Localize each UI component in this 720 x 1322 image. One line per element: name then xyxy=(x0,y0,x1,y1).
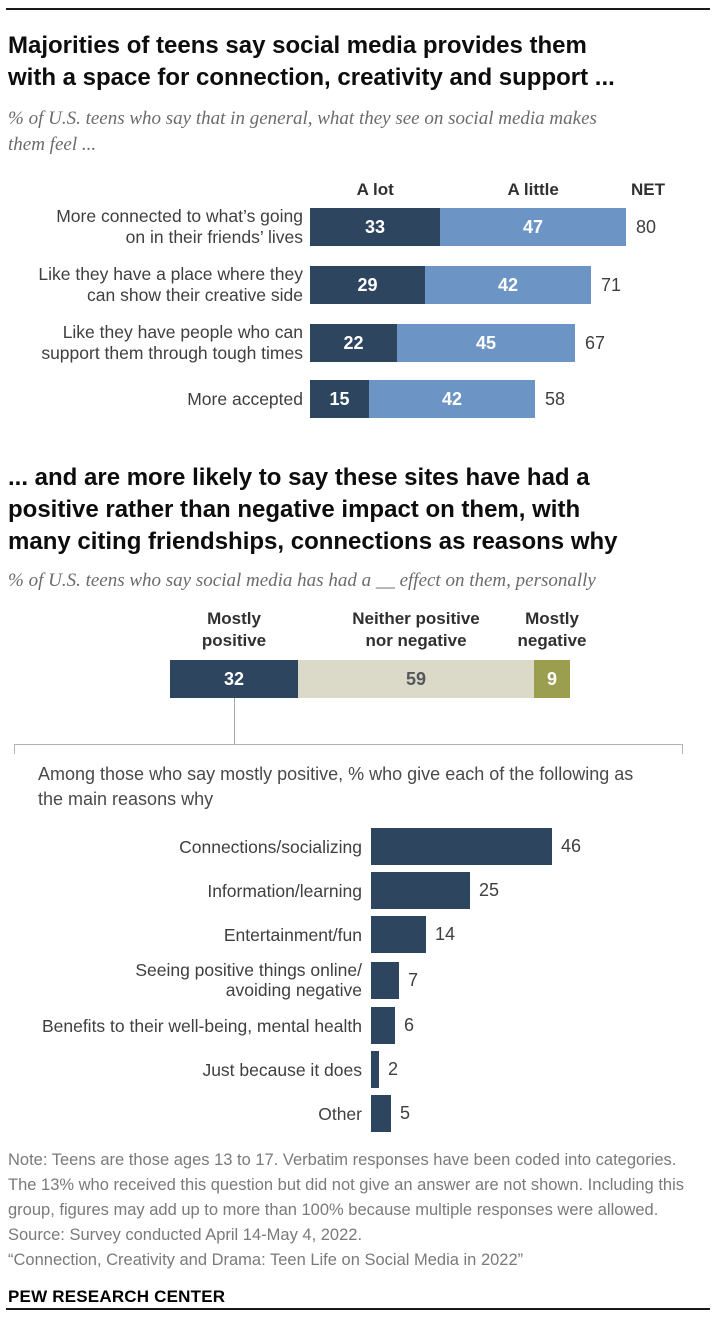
chart1-title: Majorities of teens say social media pro… xyxy=(8,32,615,91)
table-row: Benefits to their well-being, mental hea… xyxy=(0,1007,720,1044)
segment-a-lot: 22 xyxy=(310,324,397,362)
chart1-column-headers: A lot A little NET xyxy=(0,180,720,202)
segment-a-lot: 15 xyxy=(310,380,369,418)
chart2-stacked-bar: 32 59 9 xyxy=(170,660,570,698)
bracket-connector xyxy=(0,698,720,758)
row-label: Like they have people who can support th… xyxy=(41,322,303,363)
column-header-net: NET xyxy=(631,180,665,199)
table-row: Like they have people who can support th… xyxy=(0,322,720,364)
table-row: More connected to what’s going on in the… xyxy=(0,206,720,248)
chart2-subtitle: % of U.S. teens who say social media has… xyxy=(8,570,596,591)
bar xyxy=(371,1095,391,1132)
segment-header: Mostly positive xyxy=(201,609,267,650)
chart1-stacked-bars: More connected to what’s going on in the… xyxy=(0,206,720,418)
segment-a-lot: 29 xyxy=(310,266,425,304)
bar xyxy=(371,1051,379,1088)
row-label: Other xyxy=(318,1103,362,1124)
top-rule xyxy=(6,8,710,10)
bar xyxy=(371,961,399,999)
table-row: Just because it does 2 xyxy=(0,1051,720,1088)
chart3-lead-in: Among those who say mostly positive, % w… xyxy=(38,764,634,809)
row-label: Connections/socializing xyxy=(179,836,362,857)
chart1-subtitle: % of U.S. teens who say that in general,… xyxy=(8,108,597,155)
bar xyxy=(371,1007,395,1044)
row-bars: 22 45 xyxy=(310,324,575,362)
bar-value: 6 xyxy=(404,1015,415,1035)
table-row: Seeing positive things online/ avoiding … xyxy=(0,960,720,1000)
row-bars: 15 42 xyxy=(310,380,535,418)
net-value: 80 xyxy=(636,216,657,237)
row-label: Benefits to their well-being, mental hea… xyxy=(41,1015,362,1036)
net-value: 67 xyxy=(585,332,606,353)
bar-value: 25 xyxy=(479,880,500,900)
footnote: Note: Teens are those ages 13 to 17. Ver… xyxy=(8,1151,684,1269)
pew-research-center-wordmark: PEW RESEARCH CENTER xyxy=(8,1287,226,1306)
row-label: Information/learning xyxy=(207,880,362,901)
chart3-bars: Connections/socializing 46 Information/lea… xyxy=(0,828,720,1132)
table-row: Connections/socializing 46 xyxy=(0,828,720,865)
bar-value: 2 xyxy=(388,1059,399,1079)
bar xyxy=(371,916,426,953)
chart2-title: ... and are more likely to say these sit… xyxy=(8,464,618,555)
row-label: Entertainment/fun xyxy=(223,924,362,945)
table-row: More accepted 15 42 58 xyxy=(0,380,720,418)
table-row: Information/learning 25 xyxy=(0,872,720,909)
table-row: Like they have a place where they can sh… xyxy=(0,264,720,306)
table-row: Other 5 xyxy=(0,1095,720,1132)
segment-2: 9 xyxy=(534,660,570,698)
net-value: 71 xyxy=(601,274,622,295)
segment-a-lot: 33 xyxy=(310,208,440,246)
row-bars: 33 47 xyxy=(310,208,626,246)
net-value: 58 xyxy=(545,388,566,409)
segment-header: Mostly negative xyxy=(517,609,587,650)
bar xyxy=(371,828,552,865)
bar-value: 46 xyxy=(561,836,582,856)
bar-value: 7 xyxy=(408,969,419,990)
bracket-line xyxy=(14,744,683,745)
table-row: Entertainment/fun 14 xyxy=(0,916,720,953)
column-header-a-little: A little xyxy=(507,180,559,199)
segment-0: 32 xyxy=(170,660,298,698)
row-label: Seeing positive things online/ avoiding … xyxy=(135,960,362,1000)
bracket-left-tick xyxy=(14,744,15,754)
row-label: More accepted xyxy=(187,388,303,409)
bar xyxy=(371,872,470,909)
column-header-a-lot: A lot xyxy=(356,180,394,199)
segment-1: 59 xyxy=(298,660,534,698)
segment-header: Neither positive nor negative xyxy=(352,609,480,650)
bar-value: 14 xyxy=(435,924,456,944)
row-label: More connected to what’s going on in the… xyxy=(56,206,303,247)
bottom-rule xyxy=(6,1308,710,1310)
segment-a-little: 42 xyxy=(425,266,591,304)
bracket-right-tick xyxy=(682,744,683,754)
connector-line xyxy=(234,698,235,744)
chart2-segment-headers: Mostly positive Neither positive nor nega… xyxy=(0,608,720,660)
row-label: Like they have a place where they can sh… xyxy=(38,264,303,305)
segment-a-little: 45 xyxy=(397,324,575,362)
bar-value: 5 xyxy=(400,1103,411,1123)
segment-a-little: 42 xyxy=(369,380,535,418)
row-bars: 29 42 xyxy=(310,266,591,304)
row-label: Just because it does xyxy=(202,1059,362,1080)
segment-a-little: 47 xyxy=(440,208,626,246)
